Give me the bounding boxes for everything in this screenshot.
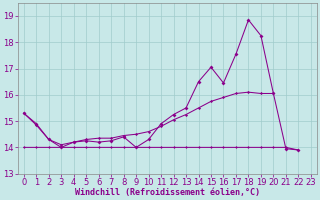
X-axis label: Windchill (Refroidissement éolien,°C): Windchill (Refroidissement éolien,°C) [75, 188, 260, 197]
